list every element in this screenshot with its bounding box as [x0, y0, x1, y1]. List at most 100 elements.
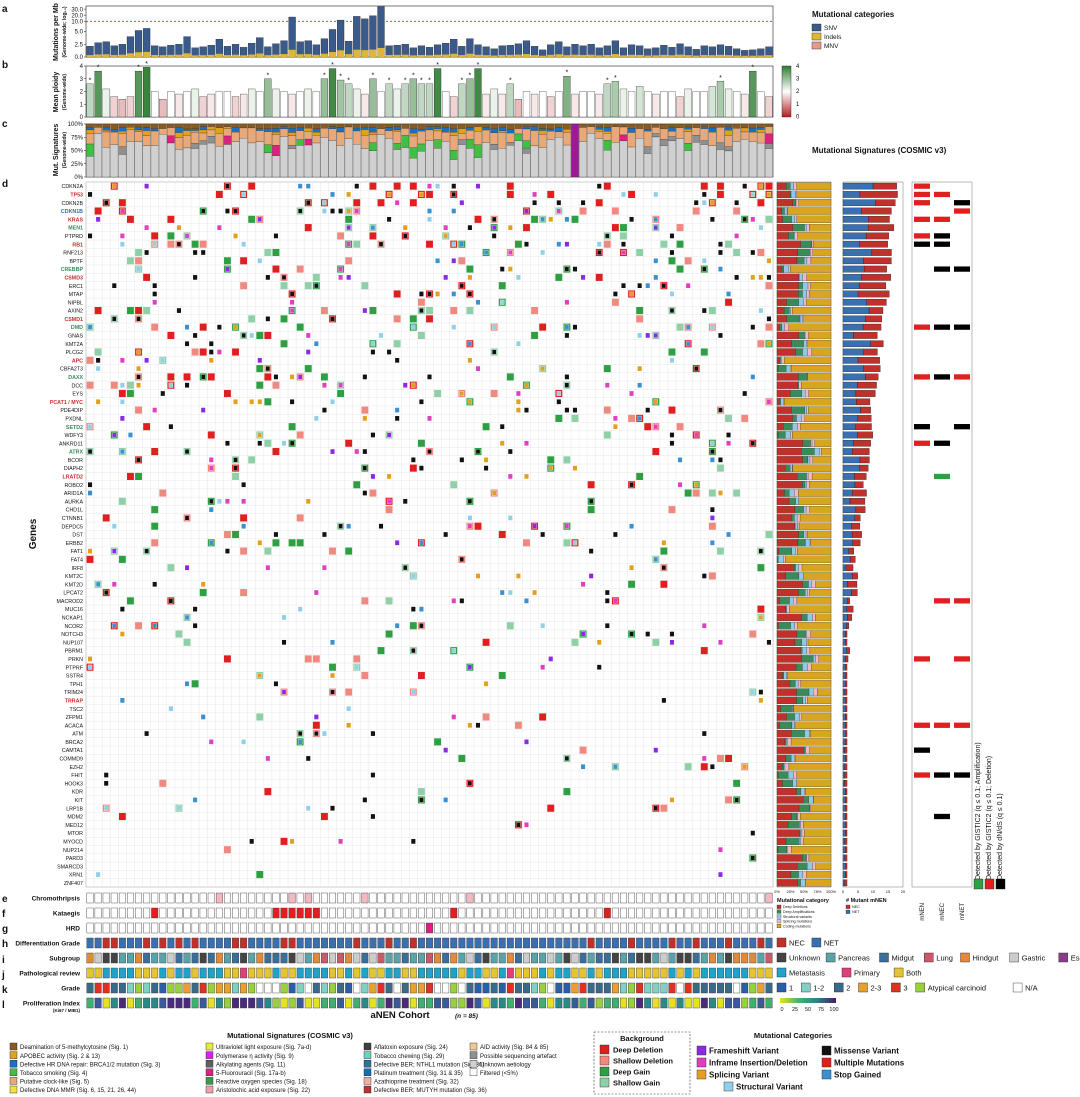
mutation-background: [369, 232, 377, 240]
bar-indel: [401, 54, 409, 57]
sig-segment: [199, 123, 208, 127]
mutant-nec: [871, 249, 892, 256]
track-cell: [264, 997, 272, 1009]
mutation-variant: [475, 183, 481, 189]
mutation-background: [482, 423, 490, 431]
mutation-variant: [621, 241, 626, 247]
mutation-variant: [483, 250, 489, 255]
mutcat-segment: [783, 763, 786, 771]
track-cell: [426, 982, 433, 994]
sig-segment: [554, 137, 563, 178]
sig-segment: [514, 123, 523, 129]
sig-segment: [86, 156, 94, 178]
mutant-net: [842, 705, 846, 712]
track-cell: [151, 982, 159, 994]
mutcat-segment: [794, 514, 798, 522]
mutcat-segment: [804, 223, 807, 232]
mutation-background: [579, 746, 587, 754]
mutation-variant: [467, 780, 473, 786]
bar-indel: [514, 54, 522, 57]
mutant-nec: [845, 663, 848, 671]
track-cell: [86, 997, 94, 1009]
mutation-background: [329, 663, 336, 671]
mutant-net: [842, 439, 854, 447]
mutation-variant: [540, 366, 545, 372]
mutation-variant: [629, 291, 634, 297]
sig-segment: [546, 128, 555, 132]
mutcat-segment: [786, 298, 799, 306]
track-cell: [385, 937, 393, 949]
mutation-variant: [314, 590, 319, 595]
mutcat-segment: [810, 282, 832, 290]
mutcat-segment: [776, 555, 779, 564]
mutation-variant: [500, 424, 505, 430]
mutcat-segment: [776, 282, 799, 290]
mutcat-segment: [790, 265, 832, 273]
bar-ploidy: [361, 93, 369, 118]
track-cell: [361, 952, 369, 964]
mutation-variant: [694, 200, 699, 206]
mutation-variant: [718, 250, 723, 255]
gene-label: NCOR2: [64, 624, 83, 630]
track-cell: [417, 982, 425, 994]
mutation-variant: [217, 324, 222, 330]
mutation-variant: [322, 731, 327, 736]
mutation-background: [708, 572, 716, 580]
track-cell: [652, 922, 660, 934]
detect-mark: [934, 216, 950, 222]
sig-segment: [724, 150, 733, 178]
mutant-nec: [849, 556, 856, 563]
mutant-net: [842, 771, 845, 779]
mutation-variant: [225, 208, 230, 214]
track-cell: [628, 907, 635, 919]
mutation-variant: [669, 631, 675, 637]
mutcat-segment: [800, 680, 832, 688]
mutation-variant: [281, 689, 287, 695]
mutation-background: [660, 240, 668, 248]
bar-indel: [668, 55, 676, 57]
mutation-variant: [330, 689, 335, 695]
mutation-variant: [629, 565, 634, 571]
track-cell: [636, 967, 644, 979]
mutant-net: [842, 697, 846, 704]
mutcat-segment: [776, 846, 779, 854]
mutant-net: [842, 373, 866, 381]
track-cell: [353, 907, 361, 919]
track-cell: [304, 982, 312, 994]
mutation-variant: [516, 391, 521, 396]
track-cell: [717, 937, 724, 949]
sig-segment: [86, 129, 94, 134]
mutation-background: [749, 630, 757, 638]
mutation-variant: [322, 208, 327, 214]
mutation-background: [102, 514, 110, 522]
bar-ploidy: [328, 68, 337, 118]
mutcat-segment: [804, 406, 807, 414]
track-cell: [668, 922, 676, 934]
track-cell: [514, 922, 522, 934]
mutcat-segment: [790, 182, 794, 190]
track-cell: [547, 937, 555, 949]
track-cell: [127, 967, 134, 979]
mutation-background: [312, 721, 320, 729]
sig-segment: [247, 142, 256, 178]
track-cell: [151, 892, 159, 904]
sig-segment: [716, 123, 725, 128]
mutation-variant: [354, 449, 359, 454]
mutation-variant: [451, 714, 456, 720]
bar-ploidy: [264, 78, 272, 118]
bar-ploidy: [571, 93, 579, 118]
mutcat-segment: [787, 846, 792, 854]
mutcat-segment: [798, 282, 803, 290]
mutation-variant: [193, 275, 198, 280]
sig-segment: [498, 148, 507, 178]
bar-ploidy: [167, 91, 175, 118]
mutation-variant: [209, 349, 214, 355]
mutation-background: [288, 539, 296, 547]
track-cell: [676, 967, 684, 979]
track-cell: [611, 922, 619, 934]
track-cell: [207, 892, 215, 904]
sig-segment: [522, 140, 531, 149]
mutation-background: [337, 389, 345, 398]
sig-segment: [708, 132, 717, 147]
mutation-variant: [225, 266, 230, 272]
